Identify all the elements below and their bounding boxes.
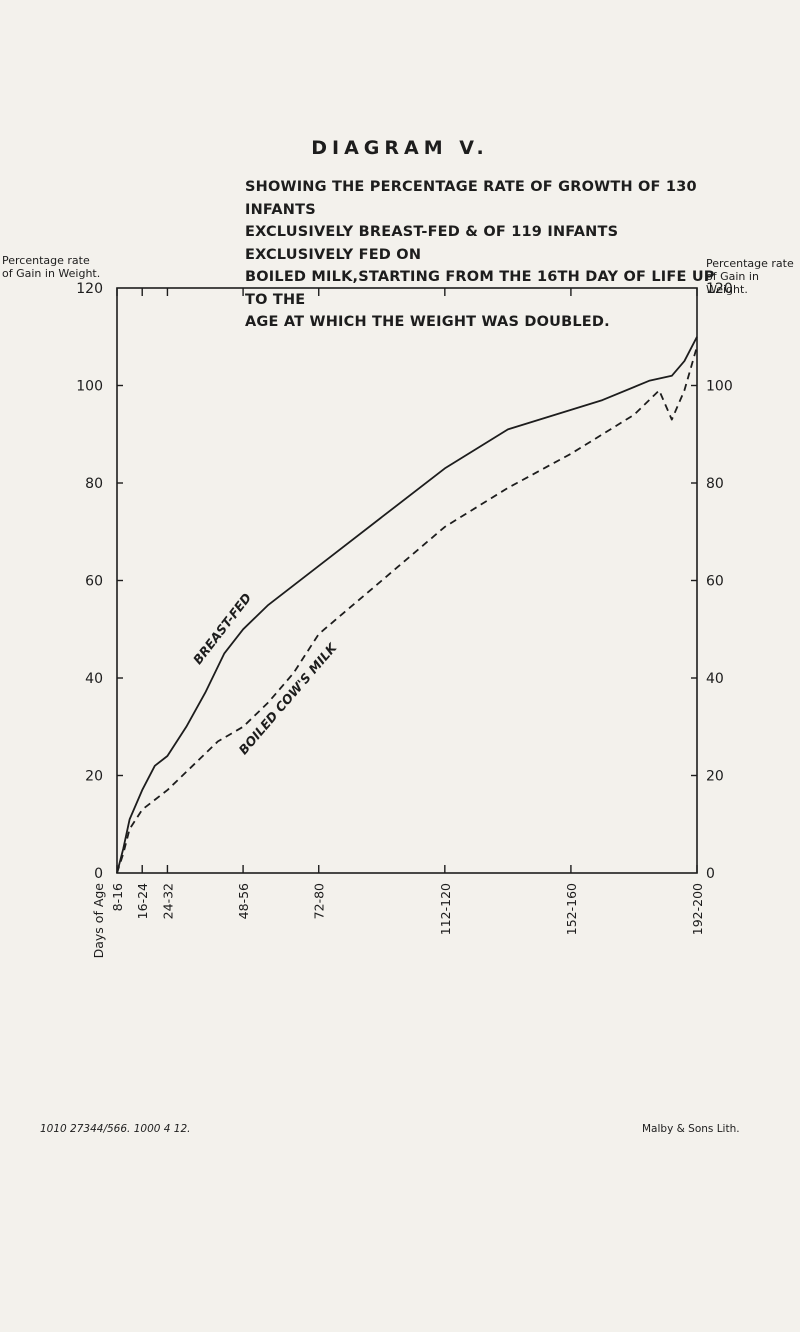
y-tick-label-left: 120 bbox=[76, 281, 103, 297]
y-tick-label-left: 60 bbox=[85, 574, 103, 590]
diagram-heading: DIAGRAM V. bbox=[311, 137, 489, 159]
y-tick-label-right: 20 bbox=[706, 769, 724, 785]
x-tick-label: 48-56 bbox=[236, 883, 251, 919]
x-tick-label: 72-80 bbox=[312, 883, 327, 919]
y-tick-label-left: 100 bbox=[76, 379, 103, 395]
x-tick-label: 192-200 bbox=[690, 883, 705, 935]
subtitle-line-3: BOILED MILK,STARTING FROM THE 16TH DAY O… bbox=[245, 269, 715, 308]
y-tick-label-left: 0 bbox=[94, 866, 103, 882]
left-axis-caption: Percentage rate of Gain in Weight. bbox=[2, 254, 100, 280]
subtitle-line-4: AGE AT WHICH THE WEIGHT WAS DOUBLED. bbox=[245, 314, 610, 330]
plot-border bbox=[116, 287, 698, 874]
y-tick-label-left: 40 bbox=[85, 671, 103, 687]
chart-subtitle: SHOWING THE PERCENTAGE RATE OF GROWTH OF… bbox=[245, 176, 715, 334]
y-tick-label-left: 20 bbox=[85, 769, 103, 785]
series-group bbox=[116, 336, 698, 874]
chart-text: 0 0 20 20 40 40 60 60 80 80 100 100 120 120 8-16 16-24 2… bbox=[76, 281, 732, 958]
y-tick-label-right: 100 bbox=[706, 379, 733, 395]
y-tick-label-right: 60 bbox=[706, 574, 724, 590]
x-tick-label: 16-24 bbox=[135, 883, 150, 919]
plot-frame bbox=[116, 287, 698, 874]
y-tick-label-right: 40 bbox=[706, 671, 724, 687]
x-tick-label: 8-16 bbox=[110, 883, 125, 911]
right-axis-caption: Percentage rate of Gain in Weight. bbox=[706, 257, 800, 296]
lithographer-credit: Malby & Sons Lith. bbox=[642, 1123, 740, 1135]
right-axis-caption-line-2: of Gain in Weight. bbox=[706, 270, 759, 296]
left-axis-caption-line-1: Percentage rate bbox=[2, 254, 90, 267]
y-tick-label-right: 0 bbox=[706, 866, 715, 882]
y-tick-label-right: 80 bbox=[706, 476, 724, 492]
axis-ticks bbox=[116, 288, 698, 873]
x-axis-title: Days of Age bbox=[91, 883, 106, 959]
y-tick-label-left: 80 bbox=[85, 476, 103, 492]
series-label: BOILED COW'S MILK bbox=[236, 639, 341, 757]
y-tick-label-right: 120 bbox=[706, 281, 733, 297]
series-line-breast-fed bbox=[116, 336, 698, 874]
subtitle-line-2: EXCLUSIVELY BREAST-FED & OF 119 INFANTS … bbox=[245, 224, 619, 263]
x-tick-label: 112-120 bbox=[438, 883, 453, 935]
left-axis-caption-line-2: of Gain in Weight. bbox=[2, 267, 101, 280]
right-axis-caption-line-1: Percentage rate bbox=[706, 257, 794, 270]
subtitle-line-1: SHOWING THE PERCENTAGE RATE OF GROWTH OF… bbox=[245, 179, 697, 218]
series-line-boiled-milk bbox=[116, 346, 698, 874]
x-tick-label: 24-32 bbox=[160, 883, 175, 919]
x-tick-label: 152-160 bbox=[564, 883, 579, 935]
print-reference: 1010 27344/566. 1000 4 12. bbox=[40, 1123, 191, 1135]
